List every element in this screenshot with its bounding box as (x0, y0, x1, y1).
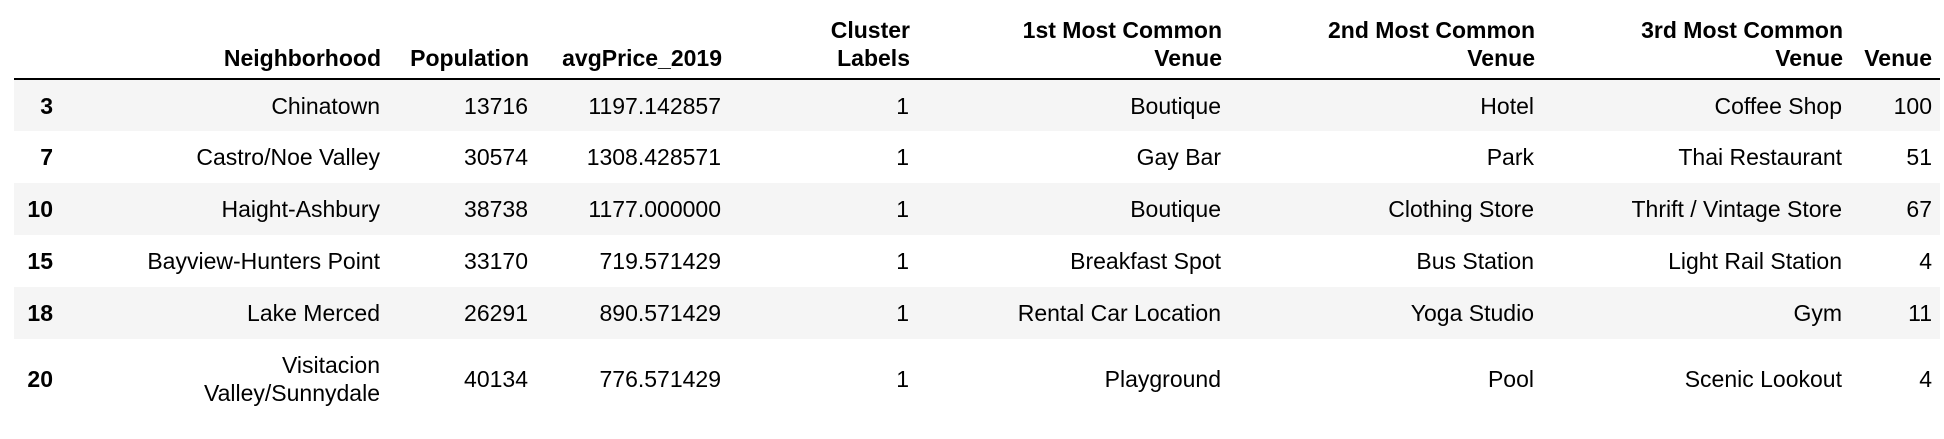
row-index: 3 (40, 92, 53, 119)
header-venue-1-line2: Venue (1154, 45, 1222, 71)
cell-cluster: 1 (896, 196, 909, 222)
header-venue-1-line1: 1st Most Common (1022, 17, 1222, 43)
cell-venue-3: Coffee Shop (1714, 92, 1842, 119)
cell-venue: 100 (1893, 92, 1932, 119)
cell-venue-2: Hotel (1480, 92, 1534, 119)
cell-neighborhood: Visitacion Valley/Sunnydale (54, 339, 381, 419)
cell-avg-price: 890.571429 (599, 300, 721, 326)
cell-avg-price: 1177.000000 (588, 196, 721, 222)
header-venue: Venue (1843, 14, 1940, 80)
cell-venue: 51 (1906, 144, 1932, 170)
cell-venue-1: Boutique (1130, 92, 1221, 119)
header-venue-3-line1: 3rd Most Common (1641, 17, 1843, 43)
header-cluster-line2: Labels (837, 45, 910, 71)
cell-cluster: 1 (896, 144, 909, 170)
header-cluster-labels: Cluster Labels (722, 14, 910, 80)
cell-avg-price: 776.571429 (599, 366, 721, 392)
cell-population: 30574 (464, 144, 528, 170)
dataframe-output: Neighborhood Population avgPrice_2019 Cl… (14, 14, 1940, 419)
cell-cluster: 1 (896, 92, 909, 119)
cell-population: 26291 (464, 300, 528, 326)
cell-venue: 11 (1908, 300, 1932, 326)
header-neighborhood: Neighborhood (54, 14, 381, 80)
cell-venue-3: Thai Restaurant (1678, 144, 1842, 170)
cell-venue-2: Yoga Studio (1410, 300, 1534, 326)
cell-neighborhood: Haight-Ashbury (221, 196, 380, 222)
cell-population: 38738 (464, 196, 528, 222)
dataframe-table: Neighborhood Population avgPrice_2019 Cl… (14, 14, 1940, 419)
cell-population: 13716 (464, 92, 528, 119)
cell-venue: 4 (1919, 248, 1932, 274)
header-venue-3-line2: Venue (1775, 45, 1843, 71)
header-venue-2-line2: Venue (1467, 45, 1535, 71)
cell-avg-price: 719.571429 (599, 248, 721, 274)
cell-venue-1: Rental Car Location (1017, 300, 1221, 326)
table-row: 3 Chinatown 13716 1197.142857 1 Boutique… (14, 79, 1940, 131)
cell-avg-price: 1197.142857 (588, 92, 721, 119)
header-avg-price: avgPrice_2019 (529, 14, 722, 80)
cell-venue-2: Park (1486, 144, 1534, 170)
cell-avg-price: 1308.428571 (586, 144, 721, 170)
header-venue-3: 3rd Most Common Venue (1535, 14, 1843, 80)
header-index (14, 14, 54, 80)
table-row: 10 Haight-Ashbury 38738 1177.000000 1 Bo… (14, 183, 1940, 235)
cell-venue-2: Clothing Store (1388, 196, 1534, 222)
cell-cluster: 1 (896, 300, 909, 326)
cell-venue: 67 (1906, 196, 1932, 222)
header-venue-2-line1: 2nd Most Common (1328, 17, 1535, 43)
table-row: 7 Castro/Noe Valley 30574 1308.428571 1 … (14, 131, 1940, 183)
cell-venue: 4 (1919, 366, 1932, 392)
header-cluster-line1: Cluster (830, 17, 910, 43)
cell-cluster: 1 (896, 366, 909, 392)
cell-neighborhood: Bayview-Hunters Point (147, 248, 380, 274)
cell-venue-1: Breakfast Spot (1070, 248, 1221, 274)
header-population: Population (381, 14, 529, 80)
cell-venue-1: Boutique (1130, 196, 1221, 222)
cell-venue-2: Bus Station (1416, 248, 1534, 274)
cell-neighborhood: Castro/Noe Valley (196, 144, 380, 170)
cell-venue-3: Gym (1793, 300, 1842, 326)
cell-population: 40134 (464, 366, 528, 392)
cell-cluster: 1 (896, 248, 909, 274)
table-row: 15 Bayview-Hunters Point 33170 719.57142… (14, 235, 1940, 287)
cell-neighborhood: Lake Merced (247, 300, 380, 326)
header-venue-1: 1st Most Common Venue (910, 14, 1222, 80)
cell-venue-2: Pool (1487, 366, 1534, 392)
cell-neighborhood-line1: Visitacion (281, 352, 380, 378)
cell-population: 33170 (464, 248, 528, 274)
cell-neighborhood: Chinatown (271, 92, 380, 119)
header-venue-2: 2nd Most Common Venue (1222, 14, 1535, 80)
cell-venue-3: Scenic Lookout (1684, 366, 1842, 392)
cell-venue-1: Gay Bar (1136, 144, 1221, 170)
cell-venue-3: Thrift / Vintage Store (1631, 196, 1842, 222)
table-row: 20 Visitacion Valley/Sunnydale 40134 776… (14, 339, 1940, 419)
row-index: 7 (40, 144, 53, 170)
cell-venue-3: Light Rail Station (1668, 248, 1842, 274)
row-index: 20 (27, 366, 53, 392)
cell-neighborhood-line2: Valley/Sunnydale (203, 380, 380, 406)
table-row: 18 Lake Merced 26291 890.571429 1 Rental… (14, 287, 1940, 339)
header-row: Neighborhood Population avgPrice_2019 Cl… (14, 14, 1940, 80)
cell-venue-1: Playground (1104, 366, 1221, 392)
row-index: 10 (27, 196, 53, 222)
row-index: 15 (27, 248, 53, 274)
row-index: 18 (27, 300, 53, 326)
